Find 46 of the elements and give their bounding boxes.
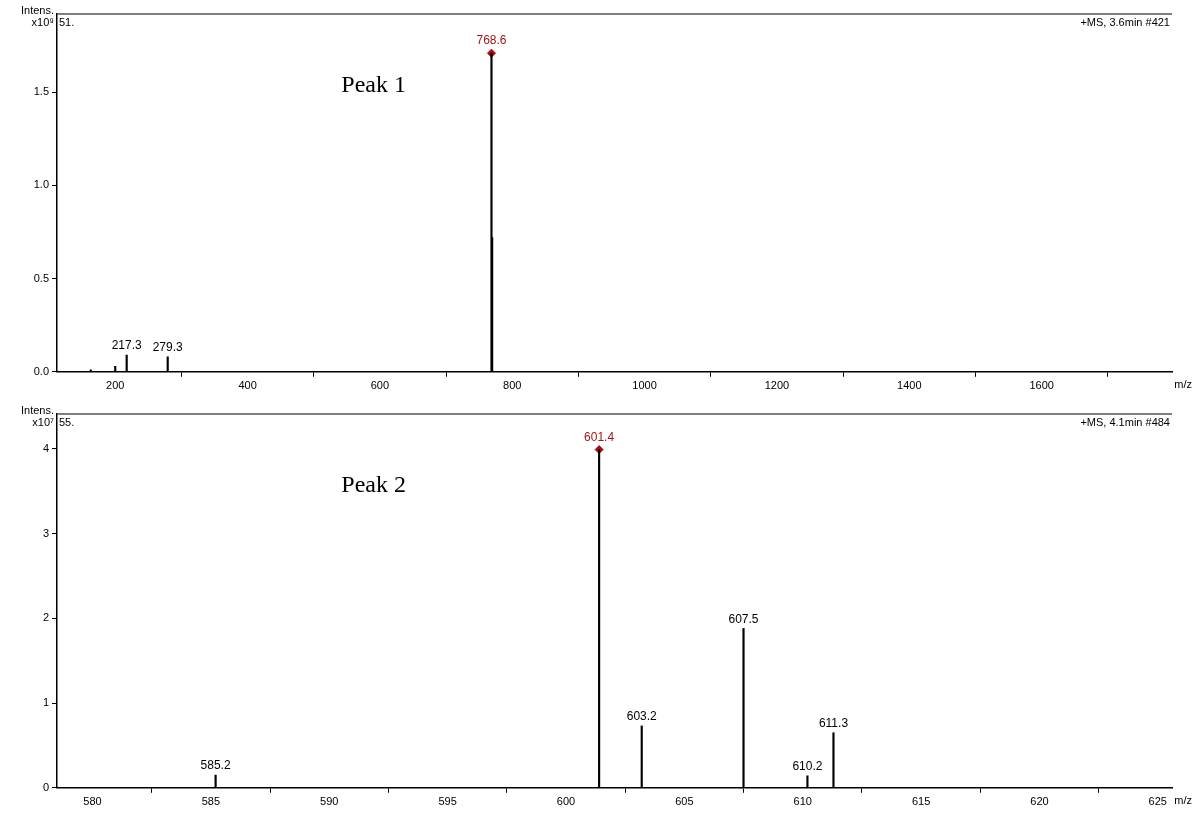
annotation: 603.2: [626, 709, 658, 724]
y-tick-label: 0: [42, 780, 49, 793]
annotation: 601.4: [584, 429, 615, 444]
annotation: 607.5: [728, 611, 759, 626]
x-tick-label: 1200: [764, 379, 790, 392]
x-axis-title: m/z: [1174, 794, 1192, 807]
y-tick-label: 2: [42, 611, 49, 624]
x-tick-label: 590: [320, 795, 339, 808]
x-tick-label: 400: [238, 379, 257, 392]
x-tick-label: 615: [911, 795, 931, 808]
y-tick-label: 4: [42, 441, 49, 454]
annotation: 585.2: [200, 758, 231, 773]
y-axis-title: Intens. x10⁹: [20, 3, 54, 28]
y-axis-title: Intens. x10⁷: [20, 403, 55, 428]
x-tick-label: 800: [503, 379, 522, 392]
annotation: 611.3: [818, 716, 849, 731]
x-tick-label: 610: [793, 795, 812, 808]
x-tick-label: 600: [556, 795, 576, 808]
x-tick-label: 595: [438, 795, 457, 808]
annotation: +MS, 4.1min #484: [1080, 415, 1170, 428]
x-tick-label: 1600: [1029, 379, 1054, 392]
x-tick-label: 625: [1148, 795, 1167, 808]
x-axis-title: m/z: [1174, 378, 1192, 391]
x-tick-label: 1000: [632, 379, 657, 392]
annotation: Peak 2: [341, 471, 406, 498]
x-tick-label: 580: [83, 795, 102, 808]
y-tick-label: 3: [42, 526, 49, 539]
x-tick-label: 600: [370, 379, 390, 392]
annotation: 610.2: [792, 759, 823, 774]
x-tick-label: 605: [675, 795, 694, 808]
x-tick-label: 585: [201, 795, 221, 808]
x-tick-label: 200: [106, 379, 125, 392]
annotation: 51.: [59, 15, 75, 28]
annotation: 55.: [59, 415, 75, 428]
x-tick-label: 620: [1030, 795, 1049, 808]
annotation: 768.6: [476, 33, 507, 48]
y-tick-label: 0.0: [33, 364, 49, 377]
y-tick-label: 1.0: [33, 178, 49, 191]
y-tick-label: 1.5: [33, 85, 49, 98]
y-tick-label: 1: [42, 696, 49, 709]
y-tick-label: 0.5: [33, 271, 49, 284]
x-tick-label: 1400: [897, 379, 922, 392]
annotation: 217.3: [111, 338, 143, 353]
annotation: 279.3: [152, 340, 184, 355]
annotation: +MS, 3.6min #421: [1080, 15, 1170, 28]
annotation: Peak 1: [341, 71, 406, 98]
